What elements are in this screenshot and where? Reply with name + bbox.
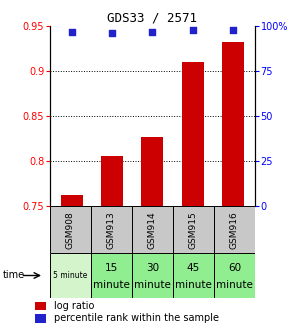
Point [190,27,195,32]
Bar [91,253,132,298]
Text: minute: minute [134,280,171,290]
Point [231,27,235,32]
Text: GSM914: GSM914 [148,211,157,249]
Point [69,29,74,34]
Text: percentile rank within the sample: percentile rank within the sample [54,313,219,323]
Text: GSM913: GSM913 [107,211,116,249]
Text: 45: 45 [187,263,200,272]
Bar [173,253,214,298]
Bar [214,253,255,298]
Text: 60: 60 [228,263,241,272]
Bar [35,301,46,310]
Bar [91,206,132,253]
Text: GSM908: GSM908 [66,211,75,249]
Bar [50,206,91,253]
Bar [222,42,244,206]
Text: time: time [3,270,25,281]
Bar [182,62,204,206]
Text: 15: 15 [105,263,118,272]
Point [150,29,155,34]
Bar [141,137,163,206]
Title: GDS33 / 2571: GDS33 / 2571 [107,12,197,25]
Bar [132,253,173,298]
Text: minute: minute [216,280,253,290]
Bar [214,206,255,253]
Text: GSM916: GSM916 [230,211,239,249]
Bar [101,156,123,206]
Text: 5 minute: 5 minute [53,271,88,280]
Point [110,31,115,36]
Bar [173,206,214,253]
Text: log ratio: log ratio [54,301,94,311]
Text: minute: minute [93,280,130,290]
Bar [35,314,46,322]
Bar [61,195,83,206]
Text: 30: 30 [146,263,159,272]
Text: minute: minute [175,280,212,290]
Bar [50,253,91,298]
Bar [132,206,173,253]
Text: GSM915: GSM915 [189,211,198,249]
